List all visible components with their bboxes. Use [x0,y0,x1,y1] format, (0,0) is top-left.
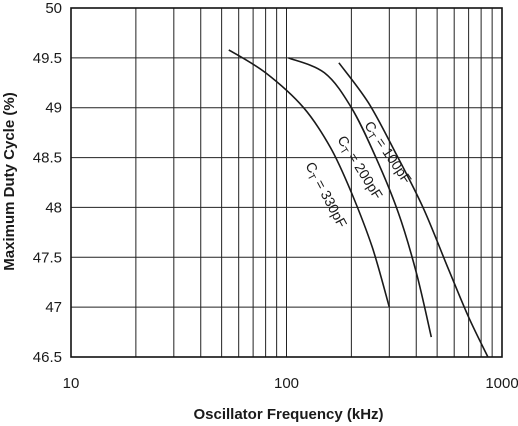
grid-lines [70,7,503,358]
x-tick-label: 100 [274,375,299,392]
y-tick-label: 47 [45,299,62,316]
series-line [338,62,489,358]
x-tick-label: 10 [63,375,80,392]
y-tick-label: 49.5 [33,50,62,67]
series-label: CT = 330pF [300,159,351,231]
series-line [228,49,391,308]
y-tick-label: 48.5 [33,150,62,167]
y-tick-label: 49 [45,100,62,117]
y-tick-label: 50 [45,0,62,17]
y-axis-title: Maximum Duty Cycle (%) [1,92,18,270]
y-tick-label: 47.5 [33,249,62,266]
y-tick-label: 46.5 [33,349,62,366]
plot-frame [70,7,503,358]
tick-labels: 46.5 47 47.5 48 48.5 49 49.5 50 10 100 1000 [33,0,518,392]
series-curves [228,49,489,358]
x-tick-label: 1000 [485,375,518,392]
series-line [288,57,433,338]
x-axis-title: Oscillator Frequency (kHz) [193,406,383,423]
y-tick-label: 48 [45,199,62,216]
